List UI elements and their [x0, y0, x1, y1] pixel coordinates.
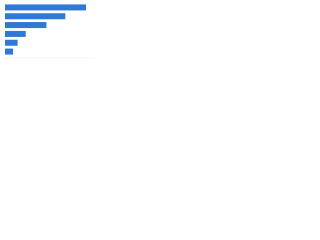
- chart: [5, 4, 95, 59]
- bar: [5, 4, 86, 11]
- bar: [5, 39, 18, 46]
- bar: [5, 22, 47, 29]
- bar: [5, 48, 14, 55]
- page: {"chart_data": {"type": "bar", "orientat…: [0, 0, 100, 71]
- bar: [5, 13, 66, 20]
- bar: [5, 30, 26, 37]
